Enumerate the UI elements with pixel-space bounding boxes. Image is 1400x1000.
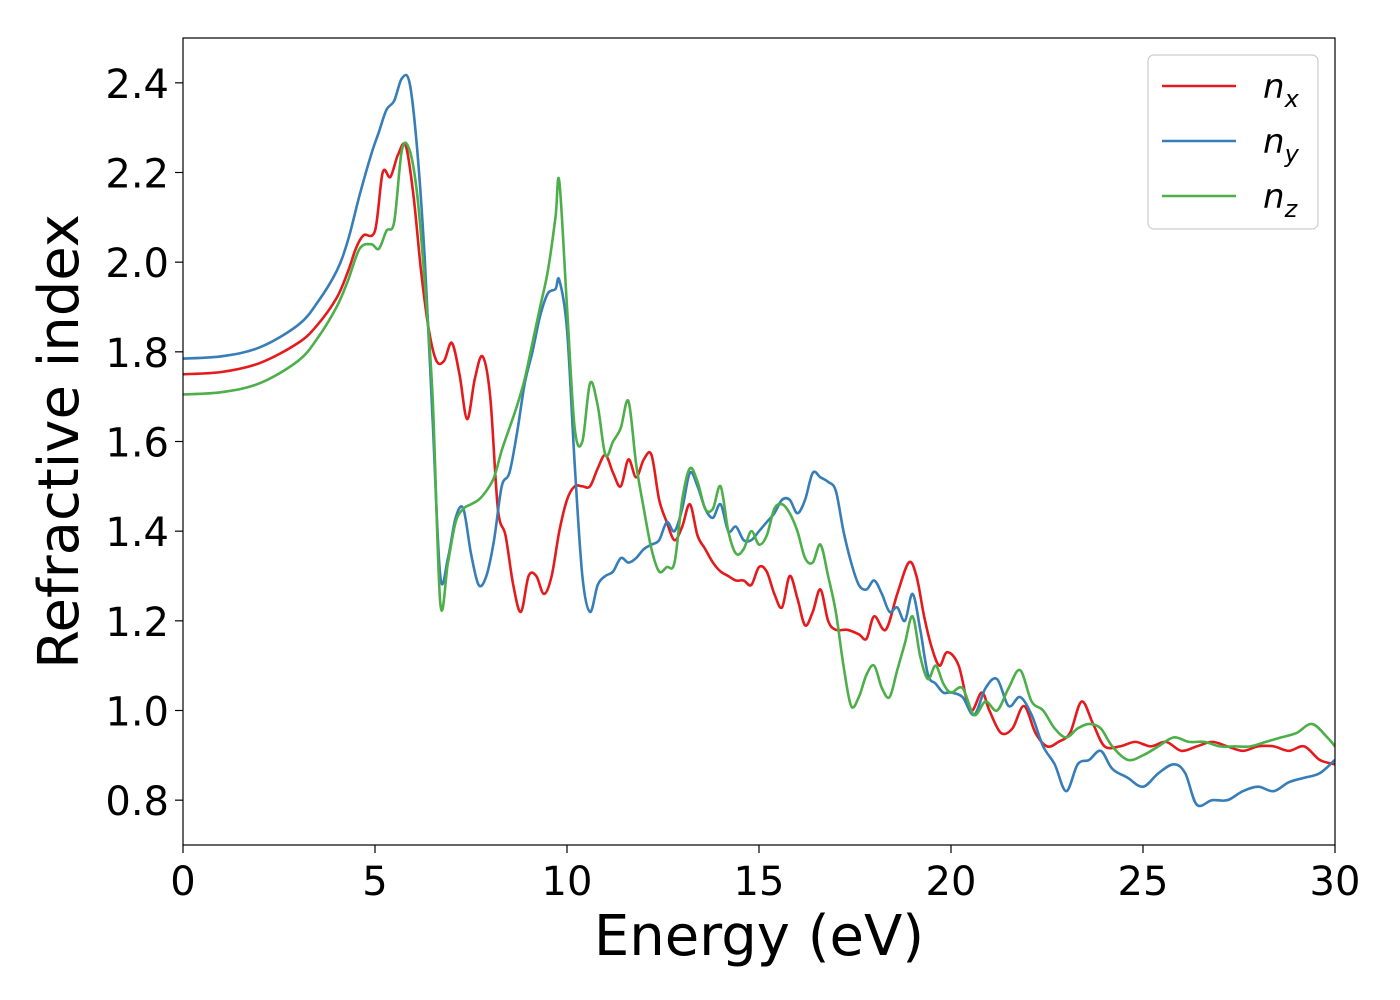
x-tick-label: 5 — [362, 859, 387, 905]
y-axis-ticks: 0.8 1.0 1.2 1.4 1.6 1.8 2.0 2.2 2.4 — [105, 62, 183, 825]
y-tick-label: 2.4 — [105, 62, 169, 108]
x-axis-ticks: 0 5 10 15 20 25 30 — [170, 845, 1360, 905]
x-tick-label: 25 — [1118, 859, 1169, 905]
y-axis-label: Refractive index — [27, 214, 92, 669]
y-tick-label: 1.8 — [105, 331, 169, 377]
series-line-nz — [183, 141, 1335, 762]
legend-label-ny: ny — [1263, 122, 1300, 168]
legend-label-base: n — [1263, 122, 1285, 162]
x-axis-label: Energy (eV) — [594, 904, 924, 969]
legend-label-base: n — [1263, 67, 1285, 107]
legend-label-base: n — [1263, 177, 1285, 217]
legend-label-subscript: y — [1284, 140, 1300, 168]
x-tick-label: 30 — [1310, 859, 1361, 905]
y-tick-label: 2.0 — [105, 241, 169, 287]
y-tick-label: 1.6 — [105, 421, 169, 467]
x-tick-label: 10 — [542, 859, 593, 905]
x-tick-label: 20 — [926, 859, 977, 905]
y-tick-label: 1.4 — [105, 510, 169, 556]
legend-label-subscript: z — [1284, 195, 1299, 223]
legend-label-nz: nz — [1263, 177, 1299, 223]
series-lines — [183, 73, 1335, 808]
y-tick-label: 1.0 — [105, 690, 169, 736]
y-tick-label: 0.8 — [105, 779, 169, 825]
y-tick-label: 2.2 — [105, 152, 169, 198]
legend-label-nx: nx — [1263, 67, 1300, 113]
x-tick-label: 0 — [170, 859, 195, 905]
x-tick-label: 15 — [734, 859, 785, 905]
y-tick-label: 1.2 — [105, 600, 169, 646]
series-line-nx — [183, 142, 1335, 766]
legend-label-subscript: x — [1284, 85, 1300, 113]
